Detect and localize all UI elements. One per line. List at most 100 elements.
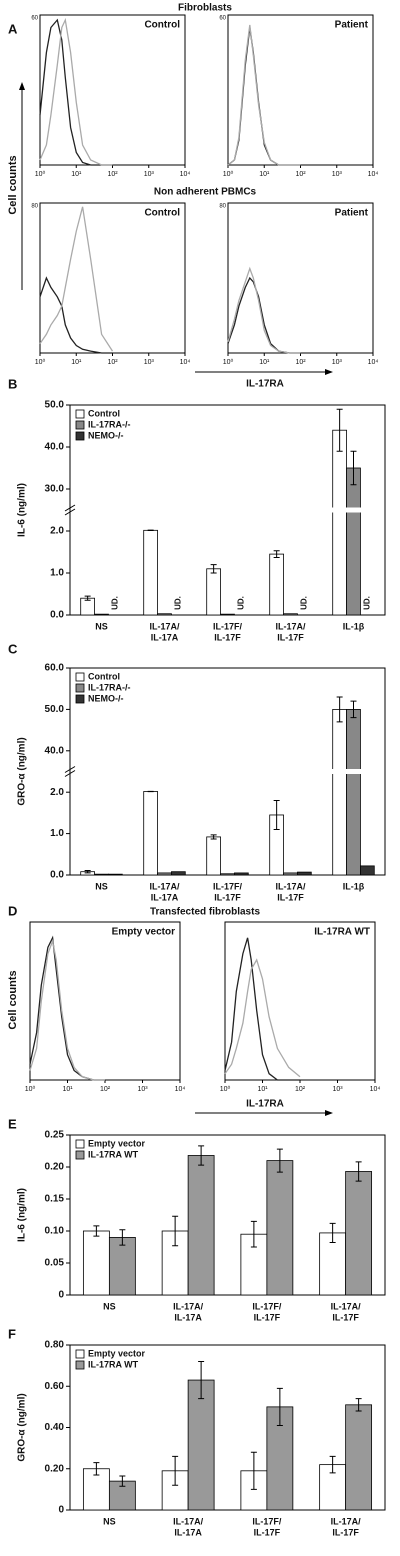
error-bar	[355, 1398, 362, 1412]
legend-swatch	[75, 420, 85, 430]
x-tick-label: NS	[103, 1301, 116, 1311]
axis-arrow-head	[19, 82, 25, 90]
x-tick-label: NS	[95, 881, 108, 891]
bar	[220, 873, 235, 876]
y-tick-label: 60.0	[45, 663, 65, 674]
y-axis-title: GRO-α (ng/ml)	[17, 737, 28, 805]
axis-arrow-head	[325, 1110, 333, 1116]
plot-title: Control	[144, 208, 180, 219]
x-tick-label: 10⁴	[180, 359, 191, 366]
error-bar	[273, 550, 280, 558]
plot-title: Patient	[335, 20, 369, 31]
x-tick-label: 10³	[144, 359, 155, 366]
x-tick-label: 10²	[100, 1086, 111, 1093]
legend-swatch	[75, 1139, 85, 1149]
x-tick-label: IL-17F	[214, 632, 241, 642]
y-tick-label: 0.25	[45, 1130, 65, 1141]
x-tick-label: 10²	[295, 1086, 306, 1093]
x-tick-label: 10⁰	[35, 358, 46, 366]
x-tick-label: 10⁴	[175, 1086, 186, 1093]
x-tick-label: IL-17A	[151, 892, 179, 902]
value-label: UD.	[299, 596, 308, 610]
legend-label: Empty vector	[88, 1348, 146, 1358]
x-tick-label: IL-17A	[174, 1312, 202, 1322]
bar	[157, 613, 172, 616]
legend-swatch	[75, 1349, 85, 1359]
group-title: Non adherent PBMCs	[154, 187, 257, 198]
x-tick-label: 10¹	[257, 1086, 268, 1093]
x-tick-label: 10⁴	[368, 171, 379, 178]
x-tick-label: IL-17A	[151, 632, 179, 642]
x-tick-label: 10²	[295, 359, 306, 366]
x-tick-label: IL-17A/	[173, 1516, 204, 1526]
y-tick-label: 0.15	[45, 1194, 65, 1205]
axis-break-mark	[64, 766, 76, 777]
x-tick-label: 10⁴	[370, 1086, 381, 1093]
y-tick-label: 0.40	[45, 1422, 65, 1433]
x-tick-label: 10⁰	[35, 170, 46, 178]
x-tick-label: IL-17F	[277, 892, 304, 902]
error-bar	[93, 1462, 100, 1476]
x-tick-label: IL-17F	[277, 632, 304, 642]
histogram-curve	[227, 266, 301, 354]
x-tick-label: IL-17F/	[252, 1301, 282, 1311]
histogram-curve	[227, 276, 301, 354]
histogram-curve	[39, 206, 114, 352]
plot-frame	[224, 921, 376, 1081]
x-tick-label: IL-17A/	[331, 1516, 362, 1526]
panel-label: F	[8, 1326, 16, 1341]
error-bar	[250, 1451, 257, 1490]
bar	[332, 429, 347, 616]
y-tick-label: 0	[58, 1290, 64, 1301]
x-tick-label: IL-17F	[254, 1312, 281, 1322]
bar	[345, 1171, 373, 1296]
x-tick-label: 10³	[144, 171, 155, 178]
bar	[171, 871, 186, 876]
bar	[360, 865, 375, 876]
bar	[345, 1404, 373, 1511]
error-bar	[119, 1229, 126, 1246]
bar	[297, 871, 312, 876]
error-bar	[273, 799, 280, 830]
bar	[283, 613, 298, 616]
bar	[187, 1379, 215, 1511]
bar	[206, 568, 221, 616]
value-label: UD.	[173, 596, 182, 610]
y-tick-label: 1.0	[50, 828, 64, 839]
bar	[234, 872, 249, 876]
error-bar	[210, 834, 217, 840]
bar	[108, 1237, 136, 1296]
y-tick-label: 2.0	[50, 787, 64, 798]
histogram-curve	[39, 17, 113, 166]
plot-frame	[29, 921, 181, 1081]
panel-label: A	[8, 21, 18, 36]
x-tick-label: NS	[103, 1516, 116, 1526]
bar	[94, 613, 109, 616]
x-tick-label: IL-1β	[343, 881, 365, 891]
legend-swatch	[75, 683, 85, 693]
x-tick-label: 10⁰	[223, 358, 234, 366]
plot-title: Empty vector	[112, 927, 175, 938]
bar	[283, 872, 298, 876]
y-tick-label: 80	[31, 204, 38, 210]
bar	[332, 709, 347, 876]
x-axis-title: IL-17RA	[246, 379, 284, 390]
axis-arrow-head	[325, 369, 333, 375]
x-tick-label: 10⁴	[180, 171, 191, 178]
x-tick-label: 10⁰	[25, 1085, 36, 1093]
error-bar	[329, 1222, 336, 1244]
bar	[157, 872, 172, 876]
y-tick-label: 60	[31, 16, 38, 22]
legend-label: NEMO-/-	[88, 693, 124, 703]
bar	[108, 873, 123, 876]
error-bar	[198, 1145, 205, 1166]
x-tick-label: 10³	[137, 1086, 148, 1093]
y-axis-title: IL-6 (ng/ml)	[17, 1188, 28, 1242]
bar	[266, 1160, 294, 1296]
bar	[346, 709, 361, 876]
y-tick-label: 0.80	[45, 1340, 65, 1351]
y-tick-label: 0	[58, 1505, 64, 1516]
x-tick-label: 10³	[332, 359, 343, 366]
x-tick-label: 10⁰	[223, 170, 234, 178]
panel-label: B	[8, 376, 17, 391]
